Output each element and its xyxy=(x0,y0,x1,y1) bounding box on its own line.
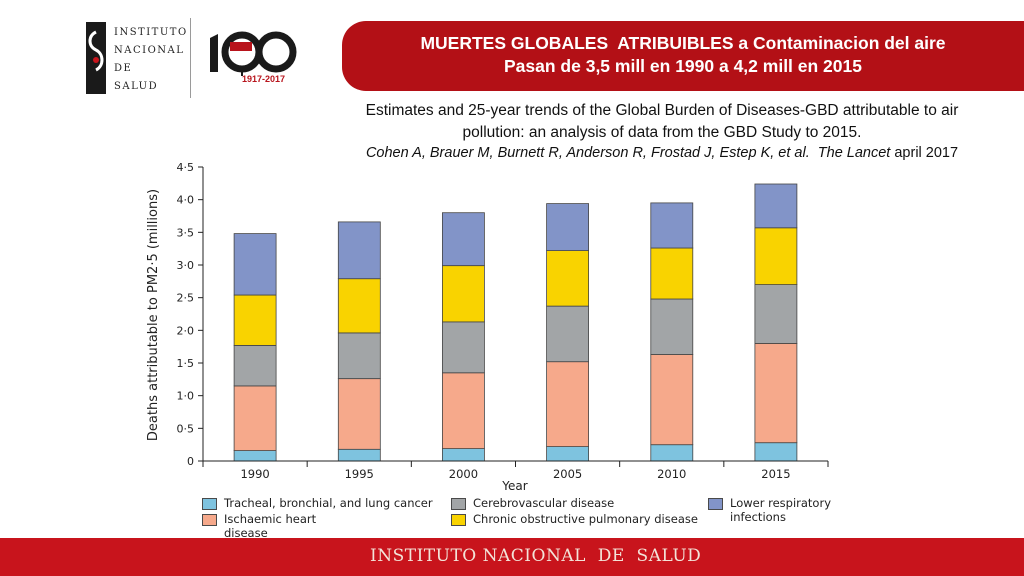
banner-title-line2: Pasan de 3,5 mill en 1990 a 4,2 mill en … xyxy=(504,56,862,76)
bar-segment-2005-s2 xyxy=(546,305,590,363)
anniversary-years: 1917-2017 xyxy=(242,74,286,84)
bar-segment-2015-s2 xyxy=(754,284,798,344)
citation-line1: Estimates and 25-year trends of the Glob… xyxy=(365,102,959,119)
legend-label-0: Tracheal, bronchial, and lung cancer xyxy=(224,496,433,510)
bar-segment-2000-s1 xyxy=(441,372,485,450)
x-axis-label: Year xyxy=(501,479,527,493)
legend-label-3: Chronic obstructive pulmonary disease xyxy=(473,512,698,526)
x-tick-label-2005: 2005 xyxy=(553,467,582,481)
ins-emblem-icon xyxy=(86,22,106,94)
y-tick-label-5: 2·5 xyxy=(177,292,195,305)
bar-segment-1990-s1 xyxy=(233,385,277,451)
y-tick-label-7: 3·5 xyxy=(177,226,195,239)
x-tick-label-2015: 2015 xyxy=(761,467,790,481)
anniversary-100-icon xyxy=(210,31,297,76)
bar-segment-2010-s4 xyxy=(650,202,694,249)
bar-segment-1990-s2 xyxy=(233,344,277,387)
legend-swatch-1 xyxy=(202,514,217,526)
title-banner: MUERTES GLOBALES ATRIBUIBLES a Contamina… xyxy=(342,21,1024,91)
y-tick-label-8: 4·0 xyxy=(177,194,195,207)
x-tick-label-2000: 2000 xyxy=(449,467,478,481)
bar-segment-1995-s2 xyxy=(337,332,381,379)
legend-item-0: Tracheal, bronchial, and lung cancer xyxy=(202,496,464,510)
bar-segment-2000-s2 xyxy=(441,321,485,374)
bar-segment-1990-s0 xyxy=(233,450,277,462)
legend-swatch-3 xyxy=(451,514,466,526)
y-tick-label-2: 1·0 xyxy=(177,390,195,403)
ins-logo-line1: INSTITUTO xyxy=(114,27,188,38)
citation-date: april 2017 xyxy=(890,145,959,161)
legend-label-1: Ischaemic heart disease xyxy=(224,512,317,540)
legend-item-1: Ischaemic heart disease xyxy=(202,512,334,540)
legend-item-3: Chronic obstructive pulmonary disease xyxy=(451,512,723,526)
bar-segment-2010-s0 xyxy=(650,444,694,462)
ins-logo-text: INSTITUTO NACIONAL DE SALUD xyxy=(114,24,194,96)
legend-label-2: Cerebrovascular disease xyxy=(473,496,615,510)
bar-segment-1995-s4 xyxy=(337,221,381,280)
stacked-bar-chart: 0 0·5 1·0 1·5 2·0 2·5 3·0 3·5 4·0 4·5 1990 1995 200… xyxy=(146,161,829,493)
legend-swatch-4 xyxy=(708,498,723,510)
x-axis: 1990 1995 2000 2005 2010 2015 xyxy=(202,460,829,481)
y-tick-label-9: 4·5 xyxy=(177,161,195,174)
y-tick-label-3: 1·5 xyxy=(177,357,195,370)
x-tick-label-1995: 1995 xyxy=(345,467,374,481)
y-axis-label: Deaths attributable to PM2·5 (millions) xyxy=(146,189,161,441)
y-tick-label-1: 0·5 xyxy=(177,422,195,435)
bar-segment-2015-s0 xyxy=(754,442,798,462)
bar-segment-1995-s3 xyxy=(337,278,381,334)
bar-segment-2000-s3 xyxy=(441,265,485,323)
x-tick-label-2010: 2010 xyxy=(657,467,686,481)
legend-swatch-0 xyxy=(202,498,217,510)
bar-segment-2010-s1 xyxy=(650,354,694,446)
bar-segment-2010-s2 xyxy=(650,298,694,355)
anniversary-logo: 1917-2017 xyxy=(204,30,304,90)
bar-segment-2000-s0 xyxy=(441,448,485,462)
chart-legend: Tracheal, bronchial, and lung cancer Isch… xyxy=(202,496,842,540)
bar-segment-1990-s3 xyxy=(233,294,277,346)
bar-segment-2015-s3 xyxy=(754,227,798,286)
logo-divider xyxy=(190,18,191,98)
citation-authors: Cohen A, Brauer M, Burnett R, Anderson R… xyxy=(365,145,891,161)
ins-logo: INSTITUTO NACIONAL DE SALUD xyxy=(84,22,194,94)
footer-text: INSTITUTO NACIONAL DE SALUD xyxy=(370,546,702,566)
y-tick-label-6: 3·0 xyxy=(177,259,195,272)
citation-line2: pollution: an analysis of data from the … xyxy=(462,124,862,141)
ins-logo-line3: SALUD xyxy=(114,81,159,92)
chart-bars xyxy=(233,183,798,462)
bar-segment-2015-s1 xyxy=(754,342,798,444)
banner-title-line1: MUERTES GLOBALES ATRIBUIBLES a Contamina… xyxy=(420,33,946,53)
bar-segment-2005-s1 xyxy=(546,361,590,447)
ins-logo-line2: NACIONAL DE xyxy=(114,45,185,74)
bar-segment-2005-s4 xyxy=(546,203,590,251)
bar-segment-1995-s0 xyxy=(337,448,381,462)
bar-segment-1990-s4 xyxy=(233,233,277,296)
legend-swatch-2 xyxy=(451,498,466,510)
y-tick-label-4: 2·0 xyxy=(177,324,195,337)
bar-segment-2010-s3 xyxy=(650,247,694,300)
x-tick-label-1990: 1990 xyxy=(240,467,269,481)
citation-line3: Cohen A, Brauer M, Burnett R, Anderson R… xyxy=(300,145,1024,161)
legend-label-4: Lower respiratory infections xyxy=(730,496,831,524)
legend-item-4: Lower respiratory infections xyxy=(708,496,840,524)
bar-segment-2000-s4 xyxy=(441,212,485,267)
footer-bar: INSTITUTO NACIONAL DE SALUD xyxy=(0,538,1024,576)
y-axis: 0 0·5 1·0 1·5 2·0 2·5 3·0 3·5 4·0 4·5 xyxy=(177,161,204,468)
bar-segment-2005-s3 xyxy=(546,250,590,307)
bar-segment-2005-s0 xyxy=(546,446,590,462)
y-tick-label-0: 0 xyxy=(187,455,194,468)
bar-segment-2015-s4 xyxy=(754,183,798,229)
legend-item-2: Cerebrovascular disease xyxy=(451,496,723,510)
bar-segment-1995-s1 xyxy=(337,378,381,450)
